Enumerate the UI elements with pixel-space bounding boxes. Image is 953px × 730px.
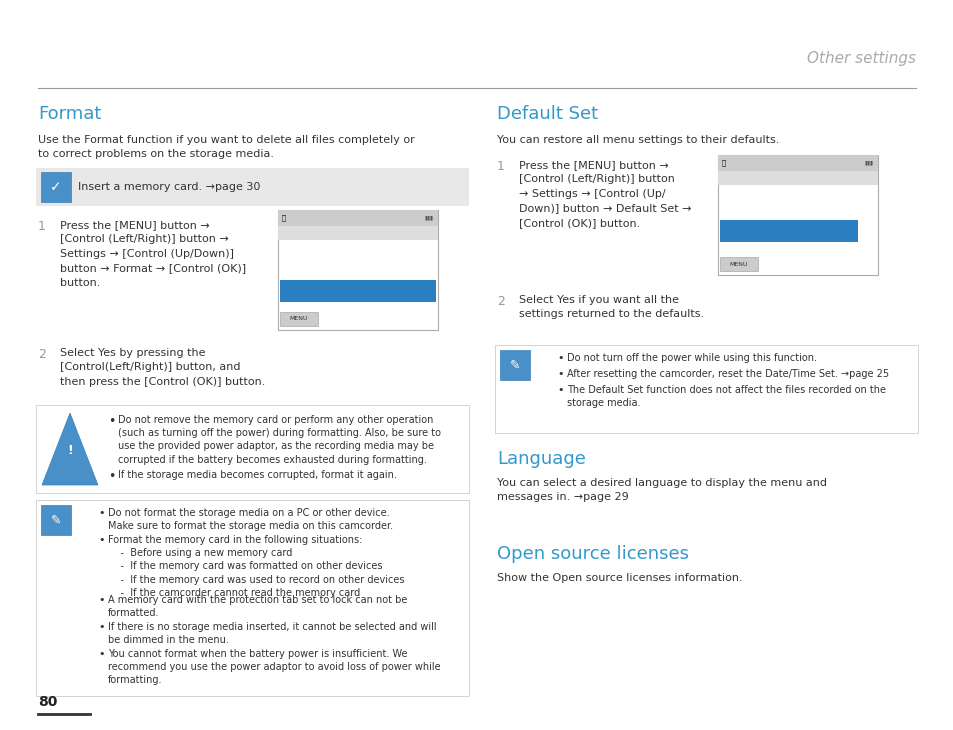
- Text: Insert a memory card. →page 30: Insert a memory card. →page 30: [78, 182, 260, 192]
- FancyBboxPatch shape: [36, 405, 469, 493]
- FancyBboxPatch shape: [720, 220, 857, 242]
- Text: •: •: [108, 470, 115, 483]
- Text: •: •: [557, 369, 563, 379]
- Text: 📷: 📷: [721, 160, 725, 166]
- Text: Language: Language: [497, 450, 585, 468]
- FancyBboxPatch shape: [41, 505, 71, 535]
- Text: You can select a desired language to display the menu and
messages in. →page 29: You can select a desired language to dis…: [497, 478, 826, 502]
- FancyBboxPatch shape: [718, 171, 877, 185]
- Text: If the storage media becomes corrupted, format it again.: If the storage media becomes corrupted, …: [118, 470, 396, 480]
- Text: Show the Open source licenses information.: Show the Open source licenses informatio…: [497, 573, 741, 583]
- Text: •: •: [98, 622, 105, 632]
- Text: •: •: [98, 595, 105, 605]
- Text: •: •: [98, 508, 105, 518]
- Text: A memory card with the protection tab set to lock can not be
formatted.: A memory card with the protection tab se…: [108, 595, 407, 618]
- Polygon shape: [42, 413, 98, 485]
- Text: You can restore all menu settings to their defaults.: You can restore all menu settings to the…: [497, 135, 779, 145]
- Text: •: •: [557, 385, 563, 395]
- Text: ✎: ✎: [509, 358, 519, 372]
- Text: 2: 2: [38, 348, 46, 361]
- Text: 2: 2: [497, 295, 504, 308]
- FancyBboxPatch shape: [280, 312, 317, 326]
- FancyBboxPatch shape: [280, 280, 436, 302]
- Text: Use the Format function if you want to delete all files completely or
to correct: Use the Format function if you want to d…: [38, 135, 415, 159]
- FancyBboxPatch shape: [277, 226, 437, 240]
- FancyBboxPatch shape: [718, 155, 877, 275]
- Text: You cannot format when the battery power is insufficient. We
recommend you use t: You cannot format when the battery power…: [108, 649, 440, 685]
- Text: If there is no storage media inserted, it cannot be selected and will
be dimmed : If there is no storage media inserted, i…: [108, 622, 436, 645]
- Text: Do not remove the memory card or perform any other operation
(such as turning of: Do not remove the memory card or perform…: [118, 415, 440, 464]
- Text: 1: 1: [38, 220, 46, 233]
- Text: Do not format the storage media on a PC or other device.
Make sure to format the: Do not format the storage media on a PC …: [108, 508, 393, 531]
- Text: MENU: MENU: [290, 317, 308, 321]
- Text: •: •: [108, 415, 115, 428]
- Text: •: •: [557, 353, 563, 363]
- Text: ✎: ✎: [51, 513, 61, 526]
- Text: ▮▮▮: ▮▮▮: [424, 215, 434, 220]
- FancyBboxPatch shape: [277, 210, 437, 330]
- Text: Other settings: Other settings: [806, 50, 915, 66]
- Text: ▮▮▮: ▮▮▮: [864, 161, 873, 166]
- FancyBboxPatch shape: [41, 172, 71, 202]
- Text: Select Yes if you want all the
settings returned to the defaults.: Select Yes if you want all the settings …: [518, 295, 703, 320]
- Text: Open source licenses: Open source licenses: [497, 545, 688, 563]
- FancyBboxPatch shape: [718, 155, 877, 171]
- FancyBboxPatch shape: [499, 350, 530, 380]
- Text: The Default Set function does not affect the files recorded on the
storage media: The Default Set function does not affect…: [566, 385, 885, 408]
- Text: After resetting the camcorder, reset the Date/Time Set. →page 25: After resetting the camcorder, reset the…: [566, 369, 888, 379]
- FancyBboxPatch shape: [36, 500, 469, 696]
- Text: Select Yes by pressing the
[Control(Left/Right)] button, and
then press the [Con: Select Yes by pressing the [Control(Left…: [60, 348, 265, 387]
- Text: Format the memory card in the following situations:
    -  Before using a new me: Format the memory card in the following …: [108, 535, 404, 598]
- Text: Format: Format: [38, 105, 101, 123]
- Text: Press the [MENU] button →
[Control (Left/Right)] button
→ Settings → [Control (U: Press the [MENU] button → [Control (Left…: [518, 160, 691, 228]
- Text: MENU: MENU: [729, 261, 747, 266]
- Text: •: •: [98, 535, 105, 545]
- FancyBboxPatch shape: [720, 257, 758, 271]
- Text: Do not turn off the power while using this function.: Do not turn off the power while using th…: [566, 353, 816, 363]
- FancyBboxPatch shape: [495, 345, 917, 433]
- Text: 80: 80: [38, 695, 57, 709]
- FancyBboxPatch shape: [277, 210, 437, 226]
- Text: Default Set: Default Set: [497, 105, 598, 123]
- Text: •: •: [98, 649, 105, 659]
- FancyBboxPatch shape: [36, 168, 469, 206]
- Text: 1: 1: [497, 160, 504, 173]
- Text: Press the [MENU] button →
[Control (Left/Right)] button →
Settings → [Control (U: Press the [MENU] button → [Control (Left…: [60, 220, 246, 288]
- Text: !: !: [67, 445, 72, 458]
- Text: 📷: 📷: [282, 215, 286, 221]
- Text: ✓: ✓: [51, 180, 62, 194]
